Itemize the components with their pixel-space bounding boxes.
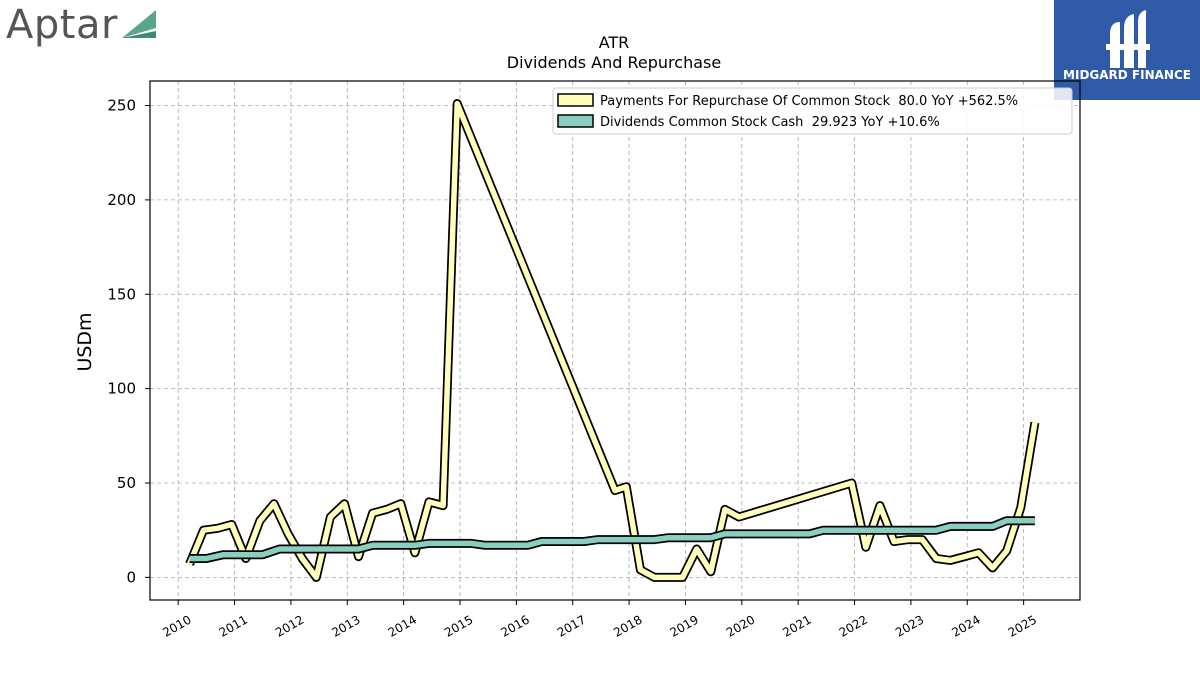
x-tick-label: 2010: [160, 612, 193, 639]
series-outline-0: [185, 99, 1040, 582]
series-lines: [185, 99, 1040, 582]
x-tick-label: 2021: [780, 612, 813, 639]
x-tick-label: 2025: [1006, 612, 1039, 639]
y-tick-label: 200: [107, 191, 136, 209]
grid-lines: [150, 81, 1080, 600]
x-tick-label: 2017: [555, 612, 588, 639]
x-tick-label: 2019: [668, 612, 701, 639]
y-tick-label: 150: [107, 285, 136, 303]
legend-label-dividends: Dividends Common Stock Cash 29.923 YoY +…: [600, 115, 940, 130]
chart-subtitle: Dividends And Repurchase: [507, 53, 721, 72]
x-tick-label: 2018: [611, 612, 644, 639]
x-tick-label: 2016: [498, 612, 531, 639]
legend-label-repurchase: Payments For Repurchase Of Common Stock …: [600, 94, 1018, 109]
series-line-0: [186, 100, 1038, 581]
logo-mark-icon: [122, 10, 156, 38]
company-logo: Aptar: [6, 2, 166, 50]
y-tick-label: 250: [107, 97, 136, 115]
legend-swatch-dividends: [557, 114, 594, 128]
y-tick-label: 100: [107, 380, 136, 398]
y-axis-ticks: 0 50 100 150 200 250: [107, 97, 150, 586]
brand-badge: MIDGARD FINANCE: [1054, 0, 1200, 100]
company-logo-text: Aptar: [6, 2, 118, 48]
legend-box: [552, 87, 1073, 135]
y-tick-label: 0: [126, 568, 136, 586]
y-tick-label: 50: [117, 474, 136, 492]
series-line-1: [189, 517, 1035, 562]
x-tick-label: 2013: [329, 612, 362, 639]
y-axis-label: USDm: [74, 312, 96, 371]
x-axis-ticks: 2010 2011 2012 2013 2014 2015 2016 2017 2018 2019…: [160, 600, 1039, 640]
x-tick-label: 2015: [442, 612, 475, 639]
x-tick-label: 2020: [724, 612, 757, 639]
brand-name: MIDGARD FINANCE: [1063, 68, 1191, 82]
chart-title: ATR: [599, 33, 630, 52]
x-tick-label: 2011: [217, 612, 250, 639]
x-tick-label: 2024: [949, 612, 982, 639]
x-tick-label: 2014: [386, 612, 419, 639]
legend: Payments For Repurchase Of Common Stock …: [552, 87, 1073, 135]
x-tick-label: 2023: [893, 612, 926, 639]
legend-swatch-repurchase: [557, 93, 594, 107]
plot-frame: [149, 80, 1081, 601]
brand-mark-icon: [1106, 10, 1150, 68]
x-tick-label: 2012: [273, 612, 306, 639]
x-tick-label: 2022: [837, 612, 870, 639]
